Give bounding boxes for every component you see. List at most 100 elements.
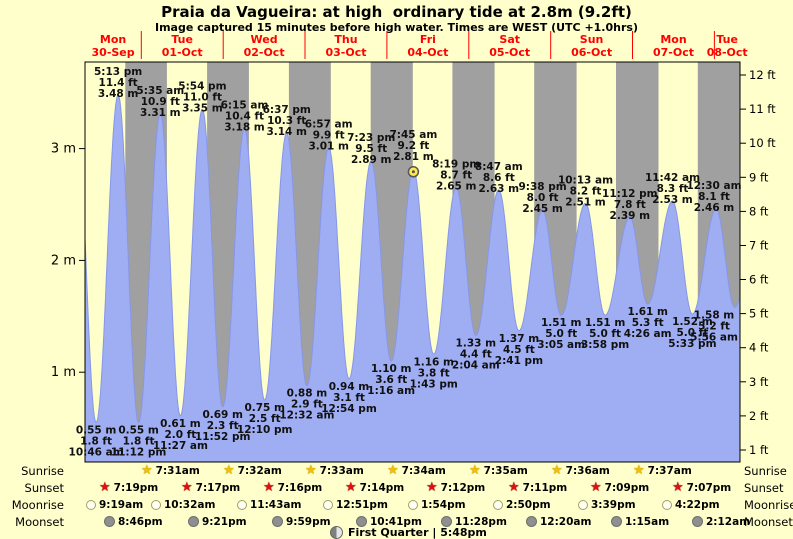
tide-annotation-line: 1:16 am bbox=[367, 385, 415, 397]
moonrise-time: 10:32am bbox=[164, 498, 216, 511]
tide-annotation-line: 10.9 ft bbox=[141, 96, 180, 108]
moonset-time: 1:15am bbox=[625, 515, 670, 528]
tide-annotation-line: 2:41 pm bbox=[495, 355, 543, 367]
moonrise-time: 2:50pm bbox=[506, 498, 551, 511]
tide-annotation-line: 11:27 am bbox=[153, 440, 208, 452]
chart-title: Praia da Vagueira: at high ordinary tide… bbox=[161, 3, 632, 21]
tide-annotation-line: 0.88 m bbox=[287, 388, 328, 400]
moonrise-icon bbox=[662, 499, 672, 510]
tide-annotation-line: 5.0 ft bbox=[589, 328, 621, 340]
y-axis-label-ft: 8 ft bbox=[749, 204, 769, 218]
tide-annotation-line: 0.55 m bbox=[76, 425, 117, 437]
day-date-label: 07-Oct bbox=[653, 46, 694, 59]
tide-annotation-line: 5.2 ft bbox=[698, 320, 730, 332]
y-axis-label-ft: 5 ft bbox=[749, 307, 769, 321]
day-date-label: 05-Oct bbox=[489, 46, 530, 59]
high-tide-annotation: 7:45 am 9.2 ft 2.81 m bbox=[389, 129, 437, 163]
moonrise-entry: 9:19am bbox=[86, 497, 143, 512]
tide-annotation-line: 8.0 ft bbox=[527, 192, 559, 204]
sunset-row-label-right: Sunset bbox=[744, 481, 784, 495]
sunset-entry: ★ 7:09pm bbox=[590, 480, 649, 495]
sunset-time: 7:16pm bbox=[277, 481, 323, 494]
high-tide-annotation: 9:38 pm 8.0 ft 2.45 m bbox=[518, 181, 566, 215]
moonset-entry: 9:59pm bbox=[272, 514, 331, 529]
day-name-label: Tue bbox=[716, 33, 738, 46]
tide-annotation-line: 0.94 m bbox=[329, 381, 370, 393]
moonset-time: 2:12am bbox=[706, 515, 751, 528]
tide-annotation-line: 1.16 m bbox=[413, 356, 454, 368]
sunset-time: 7:07pm bbox=[686, 481, 732, 494]
sunrise-entry: ★ 7:36am bbox=[551, 463, 610, 478]
tide-annotation-line: 6:57 am bbox=[305, 118, 353, 130]
tide-annotation-line: 3.6 ft bbox=[375, 374, 407, 386]
tide-annotation-line: 8.3 ft bbox=[657, 183, 689, 195]
day-date-label: 04-Oct bbox=[407, 46, 448, 59]
tide-annotation-line: 6:37 pm bbox=[263, 104, 311, 116]
tide-annotation-line: 7:45 am bbox=[389, 129, 437, 141]
tide-annotation-line: 8:19 pm bbox=[432, 159, 480, 171]
sunrise-star-icon: ★ bbox=[551, 463, 563, 478]
tide-annotation-line: 5.0 ft bbox=[545, 328, 577, 340]
tide-annotation-line: 3.1 ft bbox=[333, 392, 365, 404]
day-name-label: Thu bbox=[334, 33, 357, 46]
moonset-icon bbox=[104, 516, 115, 527]
high-tide-annotation: 8:19 pm 8.7 ft 2.65 m bbox=[432, 159, 480, 193]
high-tide-annotation: 12:30 am 8.1 ft 2.46 m bbox=[686, 180, 741, 214]
sunrise-row-label-left: Sunrise bbox=[21, 464, 64, 478]
high-tide-annotation: 6:57 am 9.9 ft 3.01 m bbox=[305, 118, 353, 152]
y-axis-label-ft: 12 ft bbox=[749, 68, 776, 82]
moonset-time: 9:59pm bbox=[286, 515, 331, 528]
tide-annotation-line: 3.35 m bbox=[182, 102, 223, 114]
moonset-time: 9:21pm bbox=[202, 515, 247, 528]
sunset-time: 7:12pm bbox=[440, 481, 486, 494]
sunrise-time: 7:37am bbox=[647, 464, 692, 477]
tide-annotation-line: 1.8 ft bbox=[123, 436, 155, 448]
moonrise-time: 12:51pm bbox=[336, 498, 388, 511]
moonset-time: 11:28pm bbox=[455, 515, 507, 528]
tide-annotation-line: 4.4 ft bbox=[460, 348, 492, 360]
sunrise-time: 7:32am bbox=[237, 464, 282, 477]
tide-annotation-line: 5:13 pm bbox=[94, 66, 142, 78]
sunrise-star-icon: ★ bbox=[469, 463, 481, 478]
tide-annotation-line: 6:15 am bbox=[221, 99, 269, 111]
tide-annotation-line: 2.0 ft bbox=[164, 429, 196, 441]
tide-annotation-line: 11:12 pm bbox=[602, 188, 658, 200]
sunset-entry: ★ 7:14pm bbox=[345, 480, 404, 495]
tide-annotation-line: 0.75 m bbox=[244, 402, 285, 414]
tide-annotation-line: 10.4 ft bbox=[225, 110, 264, 122]
high-tide-annotation: 11:12 pm 7.8 ft 2.39 m bbox=[602, 188, 658, 222]
tide-annotation-line: 11.4 ft bbox=[99, 77, 138, 89]
tide-annotation-line: 5:54 pm bbox=[178, 80, 226, 92]
tide-annotation-line: 12:54 pm bbox=[321, 403, 377, 415]
moonrise-icon bbox=[86, 499, 96, 510]
tide-annotation-line: 0.55 m bbox=[118, 425, 159, 437]
sunset-time: 7:09pm bbox=[604, 481, 650, 494]
tide-annotation-line: 1.51 m bbox=[541, 317, 582, 329]
chart-subtitle: Image captured 15 minutes before high wa… bbox=[155, 21, 638, 34]
tide-annotation-line: 9.5 ft bbox=[355, 143, 387, 155]
tide-annotation-line: 3:58 pm bbox=[581, 339, 629, 351]
tide-annotation-line: 1.37 m bbox=[499, 333, 540, 345]
tide-annotation-line: 1.8 ft bbox=[80, 436, 112, 448]
tide-annotation-line: 4.5 ft bbox=[503, 344, 535, 356]
low-tide-annotation: 0.88 m 2.9 ft 12:32 am bbox=[279, 388, 334, 422]
low-tide-annotation: 1.61 m 5.3 ft 4:26 am bbox=[624, 306, 672, 340]
plot-border bbox=[84, 61, 741, 463]
tide-annotation-line: 7:23 pm bbox=[347, 132, 395, 144]
moonset-entry: 1:15am bbox=[611, 514, 669, 529]
sunset-entry: ★ 7:11pm bbox=[508, 480, 567, 495]
moonset-row-label-left: Moonset bbox=[15, 515, 64, 529]
day-name-label: Sat bbox=[499, 33, 520, 46]
sunrise-entry: ★ 7:37am bbox=[633, 463, 692, 478]
moonrise-entry: 4:22pm bbox=[662, 497, 720, 512]
moonset-icon bbox=[611, 516, 622, 527]
sunset-star-icon: ★ bbox=[181, 480, 193, 495]
tide-annotation-line: 5:33 pm bbox=[668, 338, 716, 350]
tide-annotation-line: 8.2 ft bbox=[570, 185, 602, 197]
moonset-time: 10:41pm bbox=[370, 515, 422, 528]
y-axis-label-ft: 9 ft bbox=[749, 170, 769, 184]
sunrise-star-icon: ★ bbox=[387, 463, 399, 478]
sunset-entry: ★ 7:12pm bbox=[426, 480, 485, 495]
day-name-label: Fri bbox=[420, 33, 436, 46]
